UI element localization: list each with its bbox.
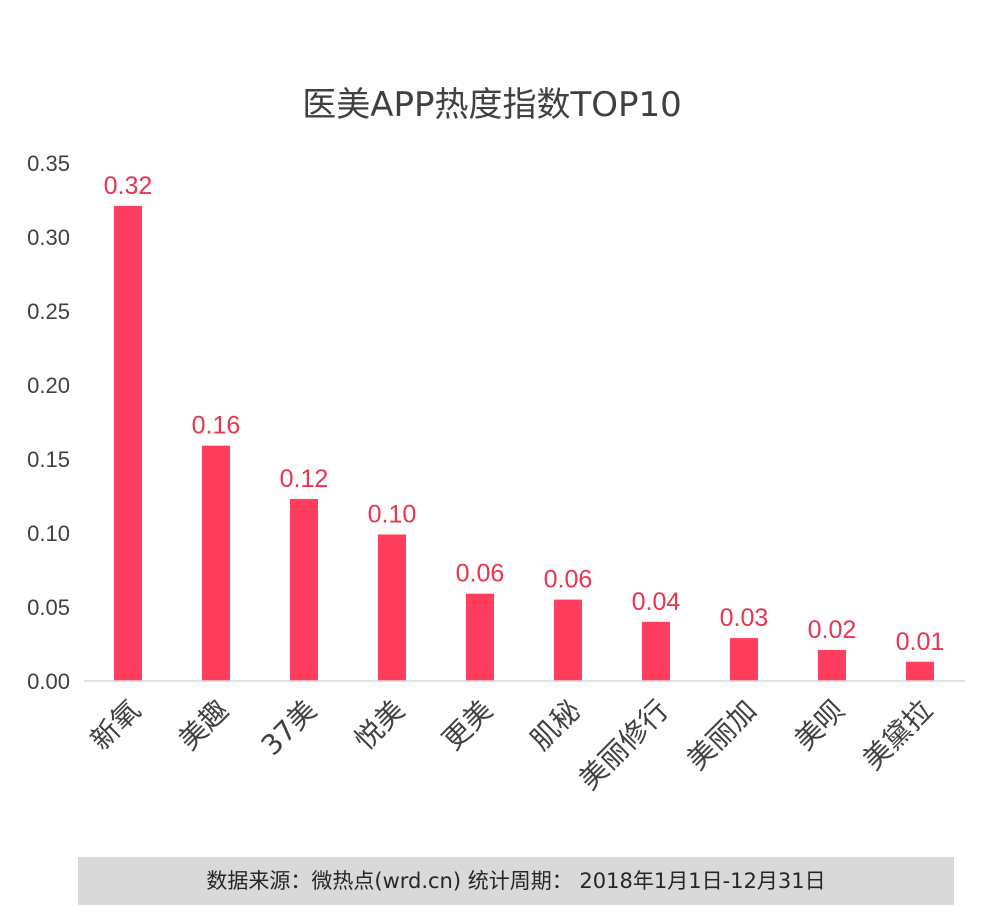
bar: [466, 593, 494, 681]
y-tick-label: 0.30: [27, 225, 70, 250]
bar: [114, 205, 142, 682]
x-tick-label: 美黛拉: [856, 694, 939, 777]
x-tick-label: 肌秘: [524, 694, 587, 757]
data-label: 0.06: [456, 560, 505, 588]
y-axis: 0.00 0.05 0.10 0.15 0.20 0.25 0.30 0.35: [27, 151, 70, 694]
data-labels: 0.32 0.16 0.12 0.10 0.06 0.06 0.04 0.03 0.02 0.01: [104, 172, 945, 656]
x-tick-label: 37美: [255, 694, 323, 762]
bar: [906, 661, 934, 681]
x-tick-label: 美趣: [172, 694, 235, 757]
y-tick-label: 0.15: [27, 447, 70, 472]
x-tick-label: 新氧: [84, 694, 147, 757]
data-label: 0.01: [896, 628, 945, 656]
x-tick-label: 美丽加: [680, 694, 763, 777]
y-tick-label: 0.00: [27, 669, 70, 694]
data-label: 0.02: [808, 616, 857, 644]
bar: [554, 599, 582, 681]
x-tick-label: 美呗: [788, 694, 851, 757]
x-tick-label: 悦美: [348, 694, 411, 757]
data-label: 0.32: [104, 172, 153, 200]
bar: [818, 649, 846, 681]
data-label: 0.06: [544, 566, 593, 594]
bar: [378, 534, 406, 681]
source-footer: 数据来源：微热点(wrd.cn) 统计周期： 2018年1月1日-12月31日: [78, 857, 954, 905]
x-tick-label: 更美: [436, 694, 499, 757]
bars: [114, 205, 934, 682]
y-tick-label: 0.20: [27, 373, 70, 398]
data-label: 0.10: [368, 500, 417, 528]
bar: [290, 498, 318, 681]
y-tick-label: 0.05: [27, 595, 70, 620]
bar-chart: 医美APP热度指数TOP10 0.000.050.100.150.200.250…: [27, 85, 965, 797]
data-label: 0.16: [192, 412, 241, 440]
bar: [202, 445, 230, 681]
bar: [642, 621, 670, 681]
y-tick-label: 0.10: [27, 521, 70, 546]
data-label: 0.12: [280, 465, 329, 493]
y-tick-label: 0.35: [27, 151, 70, 176]
data-label: 0.04: [632, 588, 681, 616]
bar: [730, 638, 758, 681]
x-tick-label: 美丽修行: [572, 694, 675, 797]
data-label: 0.03: [720, 604, 769, 632]
chart-title: 医美APP热度指数TOP10: [302, 85, 682, 125]
y-tick-label: 0.25: [27, 299, 70, 324]
